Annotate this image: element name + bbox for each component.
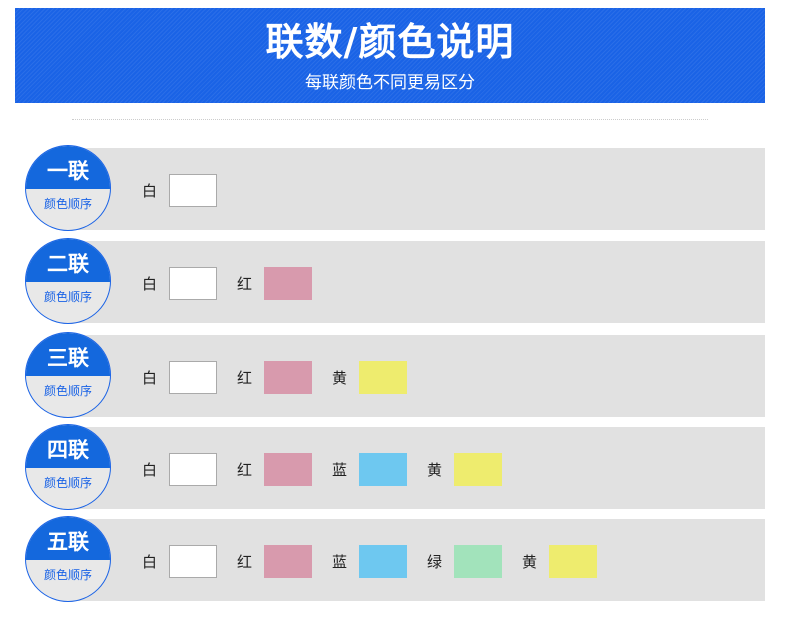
color-item: 白 [142,545,217,578]
color-item: 黄 [427,453,502,486]
color-swatch [359,361,407,394]
color-item: 白 [142,174,217,207]
ply-badge: 二联 颜色顺序 [25,238,111,324]
color-item: 白 [142,453,217,486]
color-swatch [169,453,217,486]
ply-subtitle: 颜色顺序 [43,384,92,398]
page-subtitle: 每联颜色不同更易区分 [305,73,475,93]
color-item: 黄 [522,545,597,578]
ply-subtitle: 颜色顺序 [43,290,92,304]
color-label: 白 [142,369,158,387]
ply-row: 四联颜色顺序 白 红 蓝 黄 [25,424,765,510]
ply-row: 三联颜色顺序 白 红 黄 [25,332,765,418]
header-banner: 联数/颜色说明 每联颜色不同更易区分 [15,8,765,103]
ply-badge: 四联 颜色顺序 [25,424,111,510]
ply-subtitle: 颜色顺序 [43,476,92,490]
color-label: 蓝 [332,553,348,571]
ply-badge: 一联 颜色顺序 [25,145,111,231]
color-label: 黄 [427,461,443,479]
ply-title: 四联 [26,425,110,468]
color-swatch [169,267,217,300]
color-swatch [454,545,502,578]
color-swatch [264,361,312,394]
color-label: 蓝 [332,461,348,479]
color-label: 红 [237,553,253,571]
ply-title: 五联 [26,517,110,560]
ply-row: 五联颜色顺序 白 红 蓝 绿 黄 [25,516,765,602]
ply-row: 二联 颜色顺序白红 [25,238,765,324]
color-item: 蓝 [332,545,407,578]
color-item: 红 [237,545,312,578]
color-label: 白 [142,275,158,293]
color-label: 黄 [522,553,538,571]
ply-badge: 五联 颜色顺序 [25,516,111,602]
color-item: 红 [237,453,312,486]
color-swatch [169,174,217,207]
color-item: 黄 [332,361,407,394]
color-label: 白 [142,553,158,571]
color-list: 白红黄 [142,361,427,394]
color-label: 白 [142,182,158,200]
color-item: 红 [237,267,312,300]
color-swatch [359,453,407,486]
ply-subtitle: 颜色顺序 [43,568,92,582]
color-list: 白红蓝黄 [142,453,522,486]
divider [72,119,708,120]
color-swatch [549,545,597,578]
ply-badge: 三联 颜色顺序 [25,332,111,418]
color-item: 白 [142,361,217,394]
ply-title: 一联 [26,146,110,189]
color-swatch [264,453,312,486]
color-label: 红 [237,461,253,479]
ply-row: 一联颜色顺序 白 [25,145,765,231]
color-swatch [169,545,217,578]
color-swatch [264,267,312,300]
color-label: 黄 [332,369,348,387]
ply-title: 三联 [26,333,110,376]
color-swatch [264,545,312,578]
color-item: 白 [142,267,217,300]
ply-title: 二联 [26,239,110,282]
color-label: 白 [142,461,158,479]
color-item: 绿 [427,545,502,578]
color-label: 红 [237,369,253,387]
color-item: 红 [237,361,312,394]
color-swatch [169,361,217,394]
color-list: 白红 [142,267,332,300]
color-label: 红 [237,275,253,293]
color-item: 蓝 [332,453,407,486]
color-swatch [359,545,407,578]
page-title: 联数/颜色说明 [265,20,515,64]
ply-subtitle: 颜色顺序 [43,197,92,211]
color-label: 绿 [427,553,443,571]
color-swatch [454,453,502,486]
color-list: 白红蓝绿黄 [142,545,617,578]
color-list: 白 [142,174,237,207]
